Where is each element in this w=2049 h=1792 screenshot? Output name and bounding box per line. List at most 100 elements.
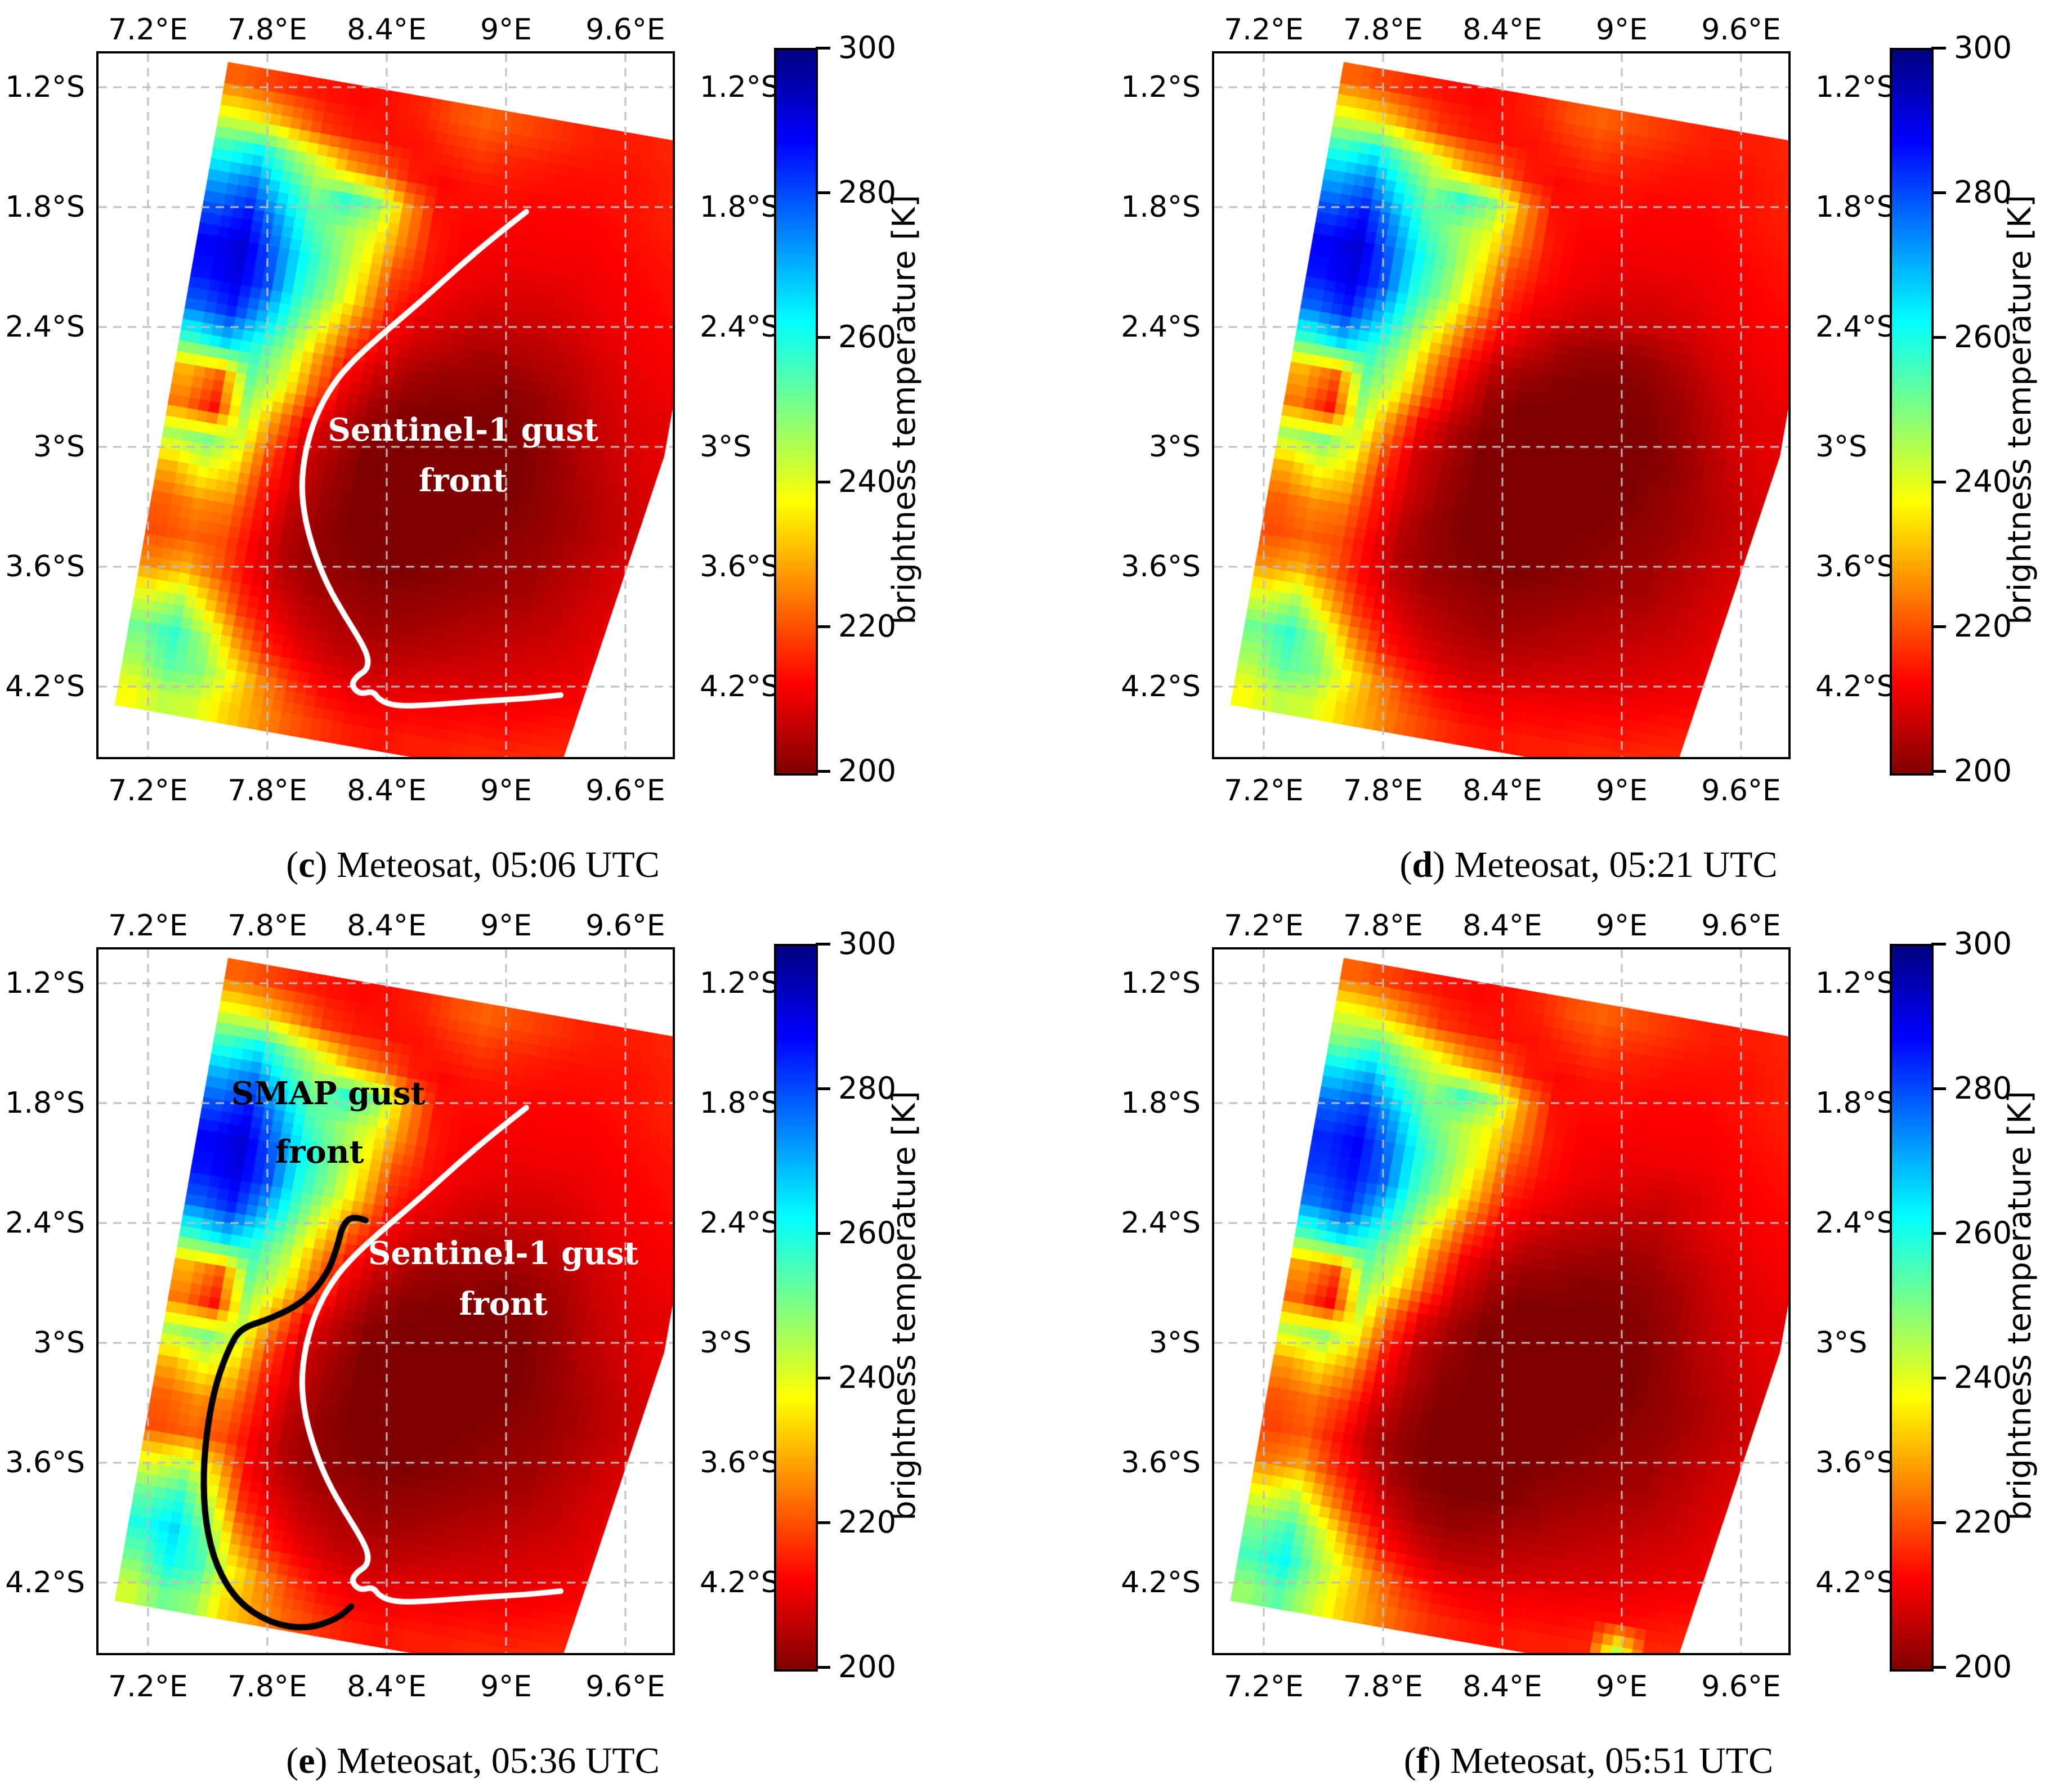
panel-f: (f) Meteosat, 05:51 UTC 7.2°E 7.2°E 7.8°E 7…: [1121, 911, 2038, 1780]
colorbar-tick-label: 200: [838, 1649, 897, 1685]
lon-tick-label-bottom: 9°E: [1596, 1670, 1648, 1704]
lon-tick-label-bottom: 9°E: [480, 774, 532, 808]
colorbar-tick-mark: [1931, 1377, 1946, 1379]
colorbar-tick-label: 300: [1954, 30, 2012, 65]
colorbar-tick-mark: [816, 47, 830, 50]
colorbar-tick-mark: [1931, 47, 1946, 50]
colorbar-tick-label: 260: [1954, 319, 2012, 355]
colorbar-tick-mark: [816, 1377, 830, 1379]
lat-tick-label-right: 3°S: [700, 1326, 752, 1360]
lon-tick-label-bottom: 8.4°E: [347, 1670, 427, 1704]
colorbar-tick-mark: [1931, 1521, 1946, 1524]
colorbar-title: brightness temperature [K]: [886, 194, 923, 625]
lat-tick-label-right: 2.4°S: [700, 1206, 780, 1240]
colorbar-tick-label: 200: [838, 753, 897, 789]
lon-tick-label-top: 7.8°E: [1343, 909, 1423, 943]
lon-tick-label-bottom: 7.8°E: [227, 774, 307, 808]
panel-e-heatmap-canvas: [99, 949, 673, 1653]
lat-tick-label-left: 1.2°S: [5, 70, 85, 104]
lat-tick-label-left: 3.6°S: [5, 550, 85, 584]
colorbar-tick-mark: [816, 191, 830, 194]
lon-tick-label-bottom: 7.2°E: [1224, 1670, 1304, 1704]
lon-tick-label-top: 8.4°E: [1462, 909, 1542, 943]
colorbar-tick-mark: [1931, 1087, 1946, 1090]
lat-tick-label-right: 3.6°S: [700, 1446, 780, 1480]
lon-tick-label-bottom: 7.2°E: [1224, 774, 1304, 808]
colorbar-tick-label: 220: [838, 1504, 897, 1540]
colorbar-tick-label: 300: [838, 30, 897, 65]
lat-tick-label-right: 3.6°S: [700, 550, 780, 584]
colorbar-tick-label: 240: [1954, 464, 2012, 499]
colorbar-tick-label: 280: [838, 1070, 897, 1106]
lat-tick-label-right: 1.2°S: [1815, 70, 1895, 104]
lat-tick-label-right: 2.4°S: [1815, 310, 1895, 344]
colorbar-tick-mark: [816, 1232, 830, 1235]
panel-f-caption: (f) Meteosat, 05:51 UTC: [1403, 1740, 1774, 1781]
panel-c-caption: (c) Meteosat, 05:06 UTC: [286, 844, 660, 885]
panel-f-map: [1212, 947, 1791, 1655]
lat-tick-label-left: 3°S: [33, 1326, 85, 1360]
lon-tick-label-top: 7.2°E: [108, 909, 188, 943]
colorbar-tick-label: 240: [838, 1360, 897, 1395]
colorbar-tick-label: 280: [1954, 174, 2012, 210]
panel-e-map: SMAP gust front Sentinel-1 gust front: [96, 947, 675, 1655]
panel-e-caption: (e) Meteosat, 05:36 UTC: [286, 1740, 660, 1781]
lon-tick-label-bottom: 9.6°E: [1701, 1670, 1781, 1704]
lon-tick-label-top: 7.8°E: [227, 13, 307, 47]
lon-tick-label-top: 9.6°E: [1701, 909, 1781, 943]
panel-c-heatmap-canvas: [99, 53, 673, 757]
lat-tick-label-left: 1.8°S: [1121, 1086, 1201, 1120]
lat-tick-label-left: 1.8°S: [1121, 190, 1201, 224]
lat-tick-label-right: 1.8°S: [700, 1086, 780, 1120]
lon-tick-label-bottom: 8.4°E: [347, 774, 427, 808]
lat-tick-label-right: 1.8°S: [1815, 1086, 1895, 1120]
gust-front-annotation: Sentinel-1 gust: [328, 411, 598, 449]
lat-tick-label-left: 2.4°S: [5, 310, 85, 344]
lon-tick-label-bottom: 7.8°E: [1343, 774, 1423, 808]
colorbar-title: brightness temperature [K]: [886, 1090, 923, 1521]
lon-tick-label-bottom: 7.8°E: [227, 1670, 307, 1704]
colorbar-tick-label: 200: [1954, 1649, 2012, 1685]
lon-tick-label-top: 9°E: [1596, 909, 1648, 943]
panel-d-map: [1212, 51, 1791, 759]
colorbar-tick-mark: [1931, 481, 1946, 483]
colorbar-tick-label: 220: [1954, 1504, 2012, 1540]
lat-tick-label-left: 4.2°S: [5, 1566, 85, 1600]
lat-tick-label-left: 4.2°S: [1121, 1566, 1201, 1600]
lon-tick-label-top: 7.8°E: [227, 909, 307, 943]
lon-tick-label-top: 9°E: [1596, 13, 1648, 47]
lat-tick-label-left: 4.2°S: [5, 670, 85, 704]
lat-tick-label-left: 3.6°S: [1121, 1446, 1201, 1480]
lat-tick-label-left: 3.6°S: [1121, 550, 1201, 584]
colorbar-tick-mark: [1931, 191, 1946, 194]
lat-tick-label-left: 2.4°S: [5, 1206, 85, 1240]
lat-tick-label-right: 2.4°S: [1815, 1206, 1895, 1240]
lon-tick-label-top: 9°E: [480, 909, 532, 943]
lat-tick-label-right: 1.2°S: [1815, 966, 1895, 1000]
panel-d-caption: (d) Meteosat, 05:21 UTC: [1399, 844, 1778, 885]
panel-d-heatmap-canvas: [1214, 53, 1788, 757]
lat-tick-label-left: 1.8°S: [5, 190, 85, 224]
lon-tick-label-top: 8.4°E: [347, 909, 427, 943]
colorbar: [1890, 944, 1934, 1672]
lon-tick-label-bottom: 8.4°E: [1462, 1670, 1542, 1704]
gust-front-annotation: front: [275, 1134, 364, 1171]
lon-tick-label-bottom: 9.6°E: [585, 774, 665, 808]
colorbar-tick-label: 280: [838, 174, 897, 210]
colorbar-tick-label: 260: [838, 319, 897, 355]
colorbar-title: brightness temperature [K]: [2002, 1090, 2038, 1521]
colorbar-tick-mark: [816, 770, 830, 773]
colorbar-tick-mark: [1931, 943, 1946, 946]
colorbar-tick-mark: [816, 943, 830, 946]
lat-tick-label-left: 1.2°S: [5, 966, 85, 1000]
colorbar-tick-label: 280: [1954, 1070, 2012, 1106]
lon-tick-label-bottom: 9.6°E: [1701, 774, 1781, 808]
panel-d: (d) Meteosat, 05:21 UTC 7.2°E 7.2°E 7.8°E 7…: [1121, 15, 2038, 884]
lon-tick-label-bottom: 7.2°E: [108, 774, 188, 808]
lat-tick-label-right: 4.2°S: [700, 1566, 780, 1600]
colorbar-tick-label: 260: [1954, 1215, 2012, 1251]
lon-tick-label-top: 7.2°E: [1224, 13, 1304, 47]
lon-tick-label-top: 8.4°E: [1462, 13, 1542, 47]
lat-tick-label-right: 3.6°S: [1815, 1446, 1895, 1480]
